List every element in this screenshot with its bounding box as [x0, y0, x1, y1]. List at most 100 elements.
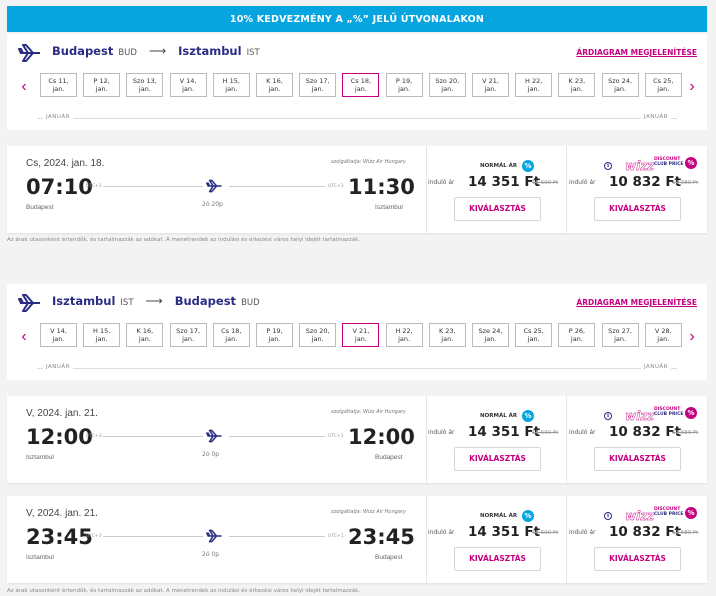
select-normal-fare-button[interactable]: KIVÁLASZTÁS [454, 547, 541, 571]
date-month: jan. [95, 85, 108, 93]
discount-badge-icon: % [685, 507, 697, 519]
from-price-label: induló ár [569, 429, 596, 436]
discount-badge-icon: % [685, 157, 697, 169]
select-club-fare-button[interactable]: KIVÁLASZTÁS [594, 447, 681, 471]
promo-banner: 10% KEDVEZMÉNY A „%” JELŰ ÚTVONALAKON [7, 6, 707, 32]
date-day: P 19, [395, 77, 413, 85]
operator-label: szolgáltatja: Wizz Air Hungary [331, 509, 406, 515]
date-option[interactable]: P 19, jan. [256, 323, 293, 347]
date-option[interactable]: Cs 11, jan. [40, 73, 77, 97]
date-option[interactable]: Cs 18, jan. [212, 323, 250, 347]
date-option[interactable]: H 22, jan. [515, 73, 553, 97]
date-month: jan. [527, 335, 540, 343]
date-option[interactable]: Szo 27, jan. [601, 323, 639, 347]
date-option[interactable]: V 14, jan. [169, 73, 207, 97]
club-price: 10 832 Ft [609, 174, 682, 190]
arrival-utc: UTC+1 [328, 534, 344, 539]
departure-time: 23:45 [26, 525, 93, 549]
month-row: JANUÁR JANUÁR [37, 364, 677, 372]
date-day: V 21, [352, 327, 370, 335]
info-icon[interactable]: i [604, 412, 612, 420]
date-option[interactable]: Szo 20, jan. [299, 323, 337, 347]
chevron-left-icon[interactable]: ‹ [21, 78, 27, 95]
date-option[interactable]: Szo 17, jan. [169, 323, 207, 347]
route-line [103, 436, 203, 437]
date-day: H 15, [93, 327, 111, 335]
select-club-fare-button[interactable]: KIVÁLASZTÁS [594, 547, 681, 571]
airplane-icon [206, 429, 222, 443]
date-option[interactable]: V 14, jan. [40, 323, 77, 347]
departure-utc: UTC+1 [86, 184, 102, 189]
from-price-label: induló ár [428, 179, 455, 186]
date-option[interactable]: H 15, jan. [212, 73, 250, 97]
date-option[interactable]: H 15, jan. [83, 323, 121, 347]
date-option[interactable]: K 23, jan. [428, 323, 466, 347]
club-price-label: DISCOUNT CLUB PRICE [654, 157, 684, 167]
chevron-right-icon[interactable]: › [689, 78, 695, 95]
date-option[interactable]: V 28, jan. [644, 323, 682, 347]
date-day: H 22, [525, 77, 543, 85]
price-chart-link[interactable]: ÁRDIAGRAM MEGJELENÍTÉSE [576, 298, 697, 307]
date-option[interactable]: K 16, jan. [256, 73, 293, 97]
select-normal-fare-button[interactable]: KIVÁLASZTÁS [454, 197, 541, 221]
info-icon[interactable]: i [604, 512, 612, 520]
date-day: Szo 20, [435, 77, 460, 85]
date-option[interactable]: K 16, jan. [126, 323, 164, 347]
date-day: V 28, [654, 327, 672, 335]
date-month: jan. [614, 85, 627, 93]
flight-duration: 2ó 0p [202, 451, 220, 458]
date-option[interactable]: Szo 24, jan. [601, 73, 639, 97]
date-day: Szo 17, [305, 77, 330, 85]
wizz-club-logo: wizz DISCOUNT CLUB PRICE [625, 157, 684, 173]
select-club-fare-button[interactable]: KIVÁLASZTÁS [594, 197, 681, 221]
date-option[interactable]: Cs 18, jan. [342, 73, 380, 97]
chevron-left-icon[interactable]: ‹ [21, 328, 27, 345]
normal-fare-label: NORMÁL ÁR [480, 163, 518, 169]
arrival-utc: UTC+3 [328, 184, 344, 189]
date-option[interactable]: Szo 13, jan. [126, 73, 164, 97]
select-normal-fare-button[interactable]: KIVÁLASZTÁS [454, 447, 541, 471]
date-day: Szo 27, [608, 327, 633, 335]
normal-price: 14 351 Ft [468, 174, 541, 190]
date-option[interactable]: Sze 24, jan. [472, 323, 509, 347]
price-chart-link[interactable]: ÁRDIAGRAM MEGJELENÍTÉSE [576, 48, 697, 57]
from-price-label: induló ár [569, 529, 596, 536]
normal-price: 14 351 Ft [468, 424, 541, 440]
date-month: jan. [657, 85, 670, 93]
info-icon[interactable]: i [604, 162, 612, 170]
date-month: jan. [182, 335, 195, 343]
date-option[interactable]: V 21, jan. [342, 323, 380, 347]
route-line [229, 186, 325, 187]
wizz-club-logo: wizz DISCOUNT CLUB PRICE [625, 507, 684, 523]
date-option[interactable]: Cs 25, jan. [515, 323, 553, 347]
date-selector: ‹ › JANUÁR JANUÁR Cs 11, jan. P 12, jan. Szo… [7, 70, 707, 122]
route-arrow-icon: ⟶ [145, 294, 163, 308]
date-day: V 14, [50, 327, 67, 335]
origin-city: Budapest [52, 44, 114, 58]
chevron-right-icon[interactable]: › [689, 328, 695, 345]
destination-city: Isztambul [178, 44, 242, 58]
month-label: JANUÁR [43, 114, 74, 120]
flight-date: V, 2024. jan. 21. [26, 408, 98, 419]
route-card-return: Isztambul IST ⟶ Budapest BUD ÁRDIAGRAM M… [7, 284, 707, 380]
date-option[interactable]: Szo 20, jan. [428, 73, 466, 97]
normal-fare-label: NORMÁL ÁR [480, 513, 518, 519]
date-option[interactable]: Szo 17, jan. [299, 73, 337, 97]
date-day: Szo 13, [132, 77, 157, 85]
date-month: jan. [614, 335, 627, 343]
destination-code: IST [246, 48, 260, 58]
date-day: Cs 25, [523, 327, 544, 335]
date-option[interactable]: P 19, jan. [385, 73, 423, 97]
flight-card: Cs, 2024. jan. 18. szolgáltatja: Wizz Air… [7, 146, 707, 233]
club-price-label: DISCOUNT CLUB PRICE [654, 407, 684, 417]
normal-fare-label: NORMÁL ÁR [480, 413, 518, 419]
date-option[interactable]: K 23, jan. [558, 73, 596, 97]
date-option[interactable]: P 26, jan. [558, 323, 596, 347]
date-option[interactable]: H 22, jan. [385, 323, 423, 347]
date-option[interactable]: V 21, jan. [472, 73, 509, 97]
date-option[interactable]: P 12, jan. [83, 73, 121, 97]
from-price-label: induló ár [428, 429, 455, 436]
date-option[interactable]: Cs 25, jan. [644, 73, 682, 97]
departure-time: 07:10 [26, 175, 93, 199]
date-month: jan. [138, 335, 151, 343]
